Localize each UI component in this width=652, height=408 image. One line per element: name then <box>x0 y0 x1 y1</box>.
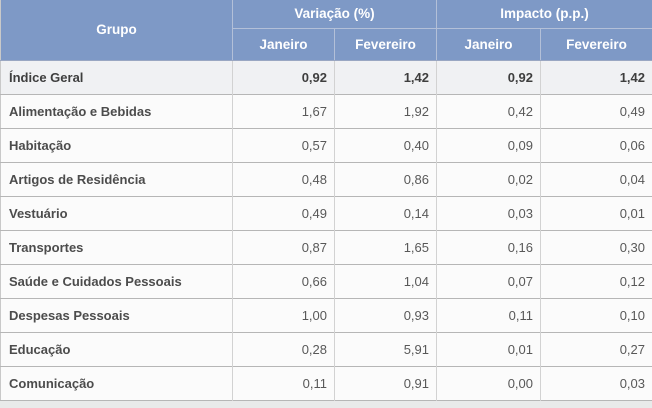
value-cell-variacao-fevereiro: 1,42 <box>333 60 437 94</box>
header-cell-impacto: Impacto (p.p.) <box>436 0 652 29</box>
header-cell-impacto-fevereiro: Fevereiro <box>540 28 652 61</box>
value-cell-impacto-janeiro: 0,03 <box>436 195 541 230</box>
value-cell-variacao-fevereiro: 0,86 <box>333 161 437 196</box>
value-cell-impacto-janeiro: 0,02 <box>436 161 541 196</box>
value-cell-variacao-janeiro: 0,92 <box>232 60 335 94</box>
table-row: Saúde e Cuidados Pessoais 0,66 1,04 0,07… <box>0 263 652 298</box>
header-cell-variacao-janeiro: Janeiro <box>232 28 335 61</box>
value-cell-impacto-fevereiro: 0,03 <box>540 365 652 400</box>
value-cell-variacao-janeiro: 0,87 <box>232 229 335 264</box>
table-row: Artigos de Residência 0,48 0,86 0,02 0,0… <box>0 161 652 196</box>
table-row: Vestuário 0,49 0,14 0,03 0,01 <box>0 195 652 230</box>
value-cell-variacao-janeiro: 0,28 <box>232 331 335 366</box>
value-cell-impacto-janeiro: 0,09 <box>436 127 541 162</box>
row-group-label: Educação <box>0 331 233 366</box>
row-group-label: Alimentação e Bebidas <box>0 93 233 128</box>
value-cell-variacao-janeiro: 0,48 <box>232 161 335 196</box>
row-group-label: Saúde e Cuidados Pessoais <box>0 263 233 298</box>
row-group-label: Despesas Pessoais <box>0 297 233 332</box>
value-cell-impacto-janeiro: 0,00 <box>436 365 541 400</box>
header-cell-impacto-janeiro: Janeiro <box>436 28 541 61</box>
value-cell-impacto-janeiro: 0,01 <box>436 331 541 366</box>
row-group-label: Artigos de Residência <box>0 161 233 196</box>
value-cell-variacao-fevereiro: 0,14 <box>333 195 437 230</box>
row-group-label: Comunicação <box>0 365 233 400</box>
row-group-label: Habitação <box>0 127 233 162</box>
table-header: Grupo Variação (%) Impacto (p.p.) Janeir… <box>0 0 652 61</box>
value-cell-variacao-janeiro: 0,11 <box>232 365 335 400</box>
value-cell-impacto-fevereiro: 0,06 <box>540 127 652 162</box>
header-row-months: Janeiro Fevereiro Janeiro Fevereiro <box>1 28 652 61</box>
row-group-label: Vestuário <box>0 195 233 230</box>
value-cell-variacao-janeiro: 0,66 <box>232 263 335 298</box>
value-cell-variacao-fevereiro: 0,93 <box>333 297 437 332</box>
value-cell-variacao-janeiro: 0,57 <box>232 127 335 162</box>
header-cell-variacao-fevereiro: Fevereiro <box>333 28 437 61</box>
row-group-label: Índice Geral <box>0 60 233 94</box>
table-row: Alimentação e Bebidas 1,67 1,92 0,42 0,4… <box>0 93 652 128</box>
header-cell-variacao: Variação (%) <box>232 0 437 29</box>
value-cell-impacto-fevereiro: 0,01 <box>540 195 652 230</box>
header-cell-grupo: Grupo <box>0 0 233 61</box>
value-cell-impacto-fevereiro: 0,30 <box>540 229 652 264</box>
value-cell-impacto-fevereiro: 0,10 <box>540 297 652 332</box>
table-body: Índice Geral 0,92 1,42 0,92 1,42 Aliment… <box>0 60 652 400</box>
value-cell-impacto-janeiro: 0,92 <box>436 60 541 94</box>
value-cell-impacto-janeiro: 0,42 <box>436 93 541 128</box>
table-row: Despesas Pessoais 1,00 0,93 0,11 0,10 <box>0 297 652 332</box>
table-row: Índice Geral 0,92 1,42 0,92 1,42 <box>0 60 652 94</box>
value-cell-impacto-janeiro: 0,11 <box>436 297 541 332</box>
value-cell-variacao-janeiro: 1,00 <box>232 297 335 332</box>
value-cell-impacto-fevereiro: 1,42 <box>540 60 652 94</box>
value-cell-variacao-fevereiro: 1,92 <box>333 93 437 128</box>
value-cell-impacto-janeiro: 0,16 <box>436 229 541 264</box>
value-cell-variacao-fevereiro: 1,65 <box>333 229 437 264</box>
value-cell-variacao-fevereiro: 5,91 <box>333 331 437 366</box>
value-cell-impacto-fevereiro: 0,27 <box>540 331 652 366</box>
value-cell-impacto-janeiro: 0,07 <box>436 263 541 298</box>
value-cell-variacao-fevereiro: 0,91 <box>333 365 437 400</box>
value-cell-variacao-fevereiro: 0,40 <box>333 127 437 162</box>
value-cell-variacao-janeiro: 1,67 <box>232 93 335 128</box>
table-row: Habitação 0,57 0,40 0,09 0,06 <box>0 127 652 162</box>
table-row: Comunicação 0,11 0,91 0,00 0,03 <box>0 365 652 400</box>
value-cell-impacto-fevereiro: 0,04 <box>540 161 652 196</box>
value-cell-impacto-fevereiro: 0,12 <box>540 263 652 298</box>
value-cell-impacto-fevereiro: 0,49 <box>540 93 652 128</box>
table-row: Transportes 0,87 1,65 0,16 0,30 <box>0 229 652 264</box>
table-row: Educação 0,28 5,91 0,01 0,27 <box>0 331 652 366</box>
value-cell-variacao-janeiro: 0,49 <box>232 195 335 230</box>
header-row-groups: Grupo Variação (%) Impacto (p.p.) <box>0 0 652 61</box>
row-group-label: Transportes <box>0 229 233 264</box>
value-cell-variacao-fevereiro: 1,04 <box>333 263 437 298</box>
